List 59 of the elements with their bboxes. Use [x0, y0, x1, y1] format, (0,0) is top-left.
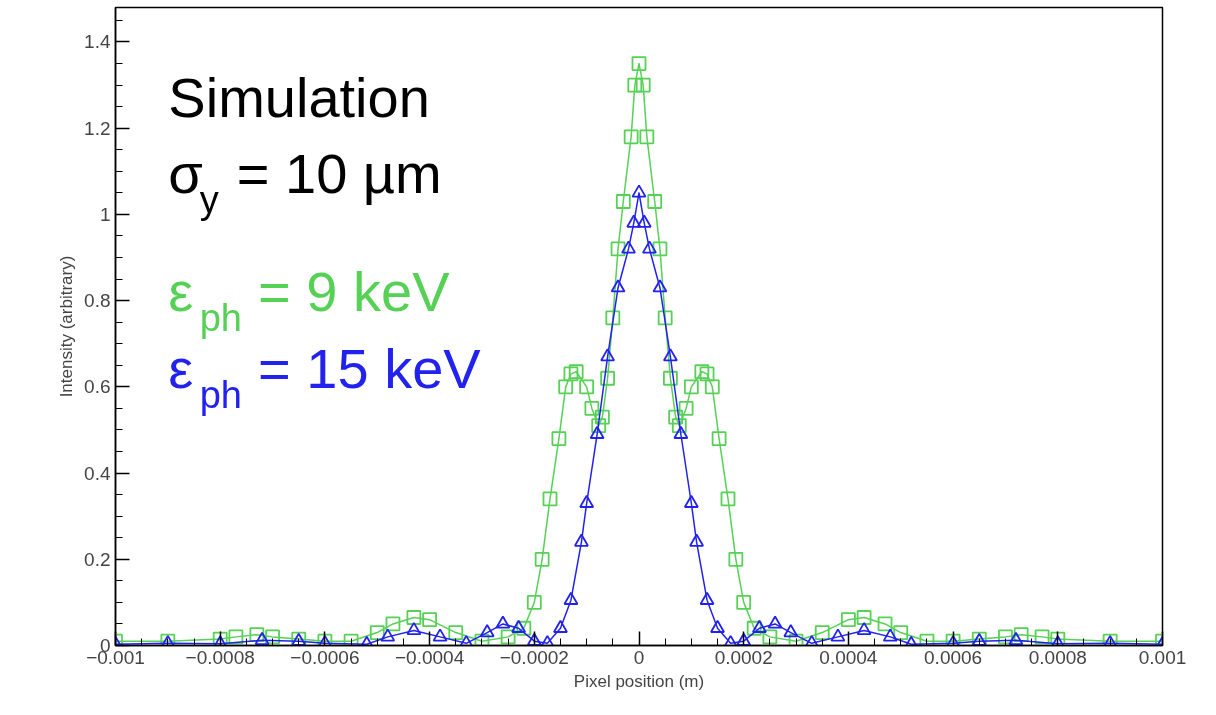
point	[432, 628, 448, 642]
point	[511, 619, 526, 633]
y-tick-label: 0.4	[84, 462, 111, 484]
y-axis-title: Intensity (arbitrary)	[57, 255, 77, 398]
point	[830, 628, 846, 642]
point	[621, 240, 636, 254]
point	[254, 631, 270, 645]
x-tick-label: 0.0006	[924, 646, 983, 668]
y-tick-label: 0.6	[84, 376, 111, 398]
point	[626, 214, 642, 228]
point	[882, 628, 898, 642]
point	[683, 494, 699, 508]
point	[652, 279, 668, 293]
point	[600, 348, 615, 362]
x-tick-label: 0.0008	[1028, 646, 1087, 668]
point	[406, 622, 422, 636]
point	[479, 624, 495, 638]
x-tick-label: −0.0006	[290, 646, 360, 668]
y-tick-label: 1	[99, 203, 111, 225]
point	[574, 533, 589, 547]
annotation: Simulation	[168, 65, 430, 129]
point	[673, 425, 689, 439]
point	[380, 628, 396, 642]
point	[767, 615, 783, 629]
point	[783, 624, 799, 638]
point	[589, 425, 605, 439]
x-tick-label: −0.0008	[185, 646, 255, 668]
y-tick-label: 0.8	[84, 290, 111, 312]
x-tick-label: 0.001	[1138, 646, 1187, 668]
point	[856, 622, 872, 636]
point	[710, 619, 725, 633]
x-axis-title: Pixel position (m)	[573, 671, 705, 691]
point	[458, 634, 474, 646]
point	[563, 591, 579, 605]
x-tick-label: −0.0002	[499, 646, 569, 668]
x-tick-label: 0.0002	[714, 646, 773, 668]
x-tick-label: −0.0004	[395, 646, 465, 668]
point	[631, 184, 647, 198]
x-tick-label: 0	[633, 646, 645, 668]
point	[699, 591, 715, 605]
point	[1008, 631, 1024, 645]
x-tick-label: 0.0004	[819, 646, 878, 668]
point	[636, 214, 652, 228]
point	[723, 634, 739, 646]
point	[495, 615, 511, 629]
point	[579, 494, 595, 508]
y-tick-label: 0.2	[84, 548, 111, 570]
point	[752, 619, 767, 633]
point	[526, 632, 542, 646]
point	[663, 348, 678, 362]
point	[804, 634, 820, 646]
point	[642, 240, 657, 254]
y-tick-label: 1.4	[84, 31, 111, 53]
point	[553, 619, 568, 633]
point	[736, 632, 752, 646]
point	[610, 279, 626, 293]
y-tick-label: 1.2	[84, 117, 111, 139]
point	[539, 634, 555, 646]
point	[689, 533, 704, 547]
